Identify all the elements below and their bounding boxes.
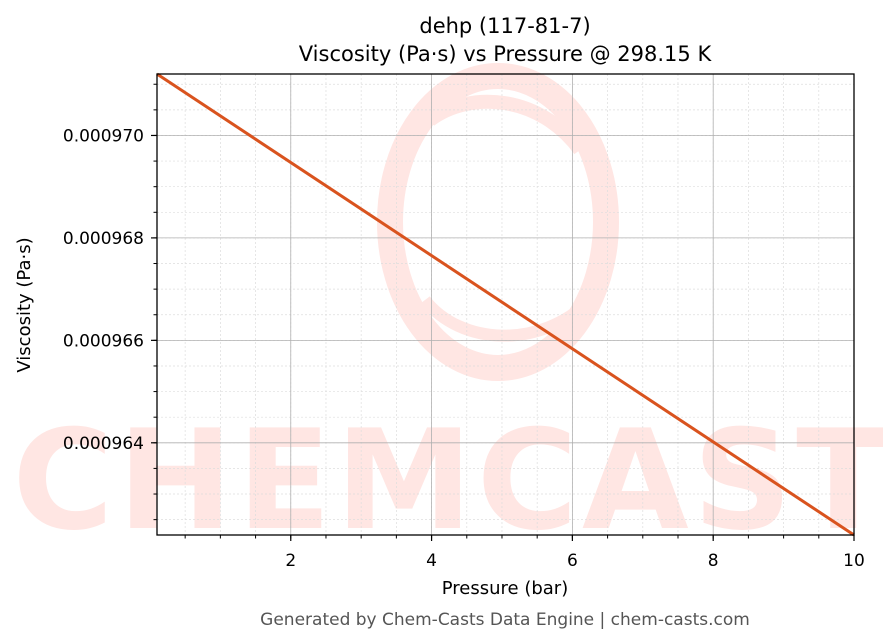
x-axis-label: Pressure (bar) [442, 578, 568, 599]
x-tick-label: 4 [426, 551, 437, 571]
y-axis-label: Viscosity (Pa·s) [14, 237, 35, 372]
x-tick-labels: 2 4 6 8 10 [285, 551, 864, 571]
watermark: CHEMCASTS [12, 63, 883, 561]
footer-credit: Generated by Chem-Casts Data Engine | ch… [260, 610, 750, 630]
series-layer [156, 72, 855, 537]
ticks [151, 83, 855, 541]
x-tick-label: 2 [285, 551, 296, 571]
grid [157, 74, 855, 535]
y-tick-label: 0.000970 [63, 126, 144, 146]
watermark-logo-icon [377, 63, 619, 381]
series-line [156, 72, 855, 537]
x-tick-label: 10 [843, 551, 865, 571]
x-tick-label: 8 [708, 551, 719, 571]
chart-subtitle: Viscosity (Pa·s) vs Pressure @ 298.15 K [299, 42, 713, 66]
y-tick-label: 0.000966 [63, 331, 144, 351]
y-tick-labels: 0.000964 0.000966 0.000968 0.000970 [63, 126, 144, 453]
x-tick-label: 6 [567, 551, 578, 571]
y-tick-label: 0.000964 [63, 434, 144, 454]
watermark-text: CHEMCASTS [12, 400, 883, 561]
plot-frame [156, 73, 855, 536]
y-tick-label: 0.000968 [63, 229, 144, 249]
chart-title: dehp (117-81-7) [419, 14, 590, 38]
